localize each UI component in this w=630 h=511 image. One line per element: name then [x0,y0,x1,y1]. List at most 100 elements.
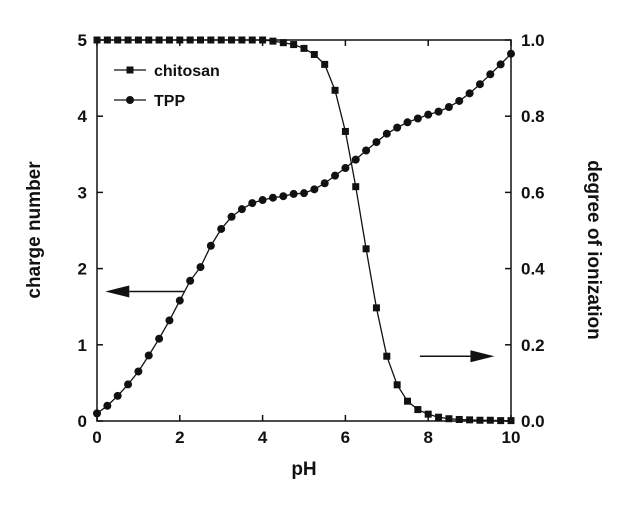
data-point-chitosan [103,36,111,44]
data-point-tpp [217,224,226,233]
data-point-chitosan [352,183,360,191]
data-point-tpp [475,80,484,89]
data-point-tpp [206,241,215,250]
data-point-tpp [186,276,195,285]
data-point-chitosan [207,36,215,44]
data-point-tpp [279,192,288,201]
data-point-chitosan [155,36,163,44]
legend: chitosan TPP [114,63,220,110]
y-right-tick-label: 0.0 [521,412,545,431]
data-point-chitosan [186,36,194,44]
plot-frame [96,39,512,422]
data-point-tpp [403,118,412,127]
data-point-chitosan [486,416,494,424]
data-point-tpp [496,60,505,69]
data-point-chitosan [455,415,463,423]
data-point-tpp [507,49,515,58]
y-right-tick-label: 0.8 [521,107,545,126]
ticks-layer: 0 2 4 6 8 10 0 1 2 3 4 5 0.0 0.2 0.4 0.6 0.8 1.0 [78,31,546,447]
y-right-tick-label: 0.4 [521,260,545,279]
arrow-left [105,285,184,298]
x-tick-label: 10 [502,428,521,447]
data-point-tpp [320,179,329,188]
data-point-chitosan [310,50,318,58]
legend-label-chitosan: chitosan [154,63,220,80]
data-point-tpp [155,334,164,343]
data-point-chitosan [134,36,142,44]
data-point-chitosan [176,36,184,44]
y-left-tick-label: 4 [78,107,88,126]
data-point-chitosan [269,37,277,45]
data-point-tpp [341,164,350,173]
data-point-tpp [268,193,277,202]
y-right-tick-label: 1.0 [521,31,545,50]
data-point-chitosan [507,417,515,425]
y-right-tick-label: 0.2 [521,336,545,355]
data-point-chitosan [124,36,132,44]
data-point-tpp [227,212,236,221]
data-point-chitosan [362,245,370,253]
data-point-chitosan [393,381,401,389]
data-point-tpp [144,351,153,360]
data-point-tpp [248,199,257,208]
data-point-tpp [300,189,308,198]
data-point-tpp [237,205,246,214]
data-point-tpp [413,114,422,123]
annotation-layer [105,285,495,363]
data-point-tpp [424,110,433,119]
y-axis-left-title: charge number [24,161,45,299]
data-point-chitosan [279,39,287,47]
data-point-chitosan [145,36,153,44]
legend-marker-chitosan [126,66,134,74]
data-point-tpp [382,129,391,138]
x-tick-label: 0 [92,428,101,447]
data-point-tpp [393,123,402,132]
x-tick-label: 8 [423,428,432,447]
data-point-chitosan [414,406,422,414]
data-point-chitosan [497,417,505,425]
data-point-chitosan [424,410,432,418]
data-point-chitosan [114,36,122,44]
data-point-tpp [196,263,205,272]
data-point-chitosan [476,416,484,424]
data-point-chitosan [383,352,391,360]
y-left-tick-label: 2 [78,260,87,279]
data-point-tpp [434,107,443,116]
data-point-tpp [331,171,340,180]
data-point-tpp [486,70,495,79]
data-point-chitosan [248,36,256,44]
data-point-tpp [444,103,453,112]
data-point-tpp [103,401,112,410]
data-point-chitosan [300,44,308,52]
data-point-chitosan [331,86,339,94]
data-point-chitosan [93,36,101,44]
data-point-chitosan [290,41,298,49]
data-point-tpp [134,367,143,376]
legend-marker-tpp [126,96,134,104]
data-point-chitosan [372,304,380,312]
series-layer [93,36,515,425]
data-point-tpp [310,185,319,194]
data-point-chitosan [238,36,246,44]
data-point-chitosan [259,36,267,44]
data-point-tpp [124,380,133,389]
y-axis-right-title: degree of ionization [583,160,604,339]
data-point-tpp [93,409,101,418]
data-point-chitosan [217,36,225,44]
data-point-chitosan [341,127,349,135]
y-left-tick-label: 0 [78,412,87,431]
data-point-tpp [113,391,122,400]
data-point-chitosan [404,397,411,405]
legend-label-tpp: TPP [154,93,185,110]
x-axis-title: pH [291,459,316,480]
data-point-tpp [455,96,464,105]
data-point-chitosan [321,60,329,68]
x-tick-label: 6 [341,428,350,447]
y-left-tick-label: 5 [78,31,87,50]
y-right-tick-label: 0.6 [521,183,545,202]
data-point-tpp [362,146,371,155]
x-tick-label: 2 [175,428,184,447]
data-point-chitosan [197,36,204,44]
data-point-chitosan [165,36,173,44]
